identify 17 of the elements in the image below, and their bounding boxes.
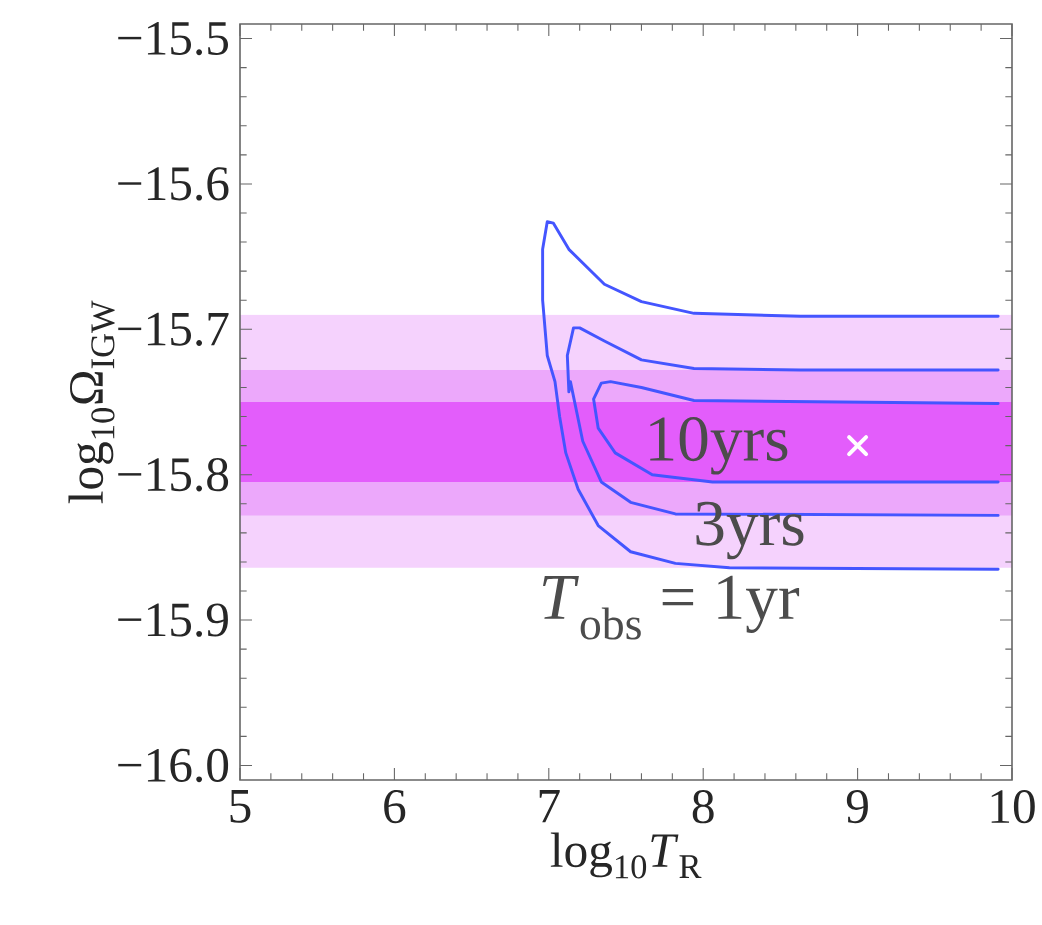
x-tick-label: 8 bbox=[692, 790, 714, 824]
y-tick-label: −15.9 bbox=[118, 603, 228, 637]
x-axis-title: log$_{10}$T$_{R}$ bbox=[550, 832, 702, 879]
annotation: T$_{obs}$ = 1yr bbox=[543, 575, 800, 640]
x-tick-label: 5 bbox=[230, 790, 251, 823]
x-tick-label: 10 bbox=[991, 790, 1035, 824]
y-axis-title: log$_{10}$Ω$_{IGW}$ bbox=[68, 300, 115, 504]
y-tick-label: −15.5 bbox=[118, 21, 229, 56]
y-tick-label: −15.7 bbox=[118, 312, 229, 346]
y-tick-label: −15.6 bbox=[118, 167, 229, 201]
x-tick-label: 9 bbox=[846, 790, 868, 824]
y-tick-label: −15.8 bbox=[118, 457, 229, 492]
y-tick-label: −16.0 bbox=[118, 748, 229, 783]
annotation: 3yrs bbox=[696, 501, 804, 560]
annotation: 10yrs bbox=[650, 417, 788, 475]
x-tick-label: 6 bbox=[384, 790, 406, 824]
x-tick-label: 7 bbox=[539, 790, 560, 823]
